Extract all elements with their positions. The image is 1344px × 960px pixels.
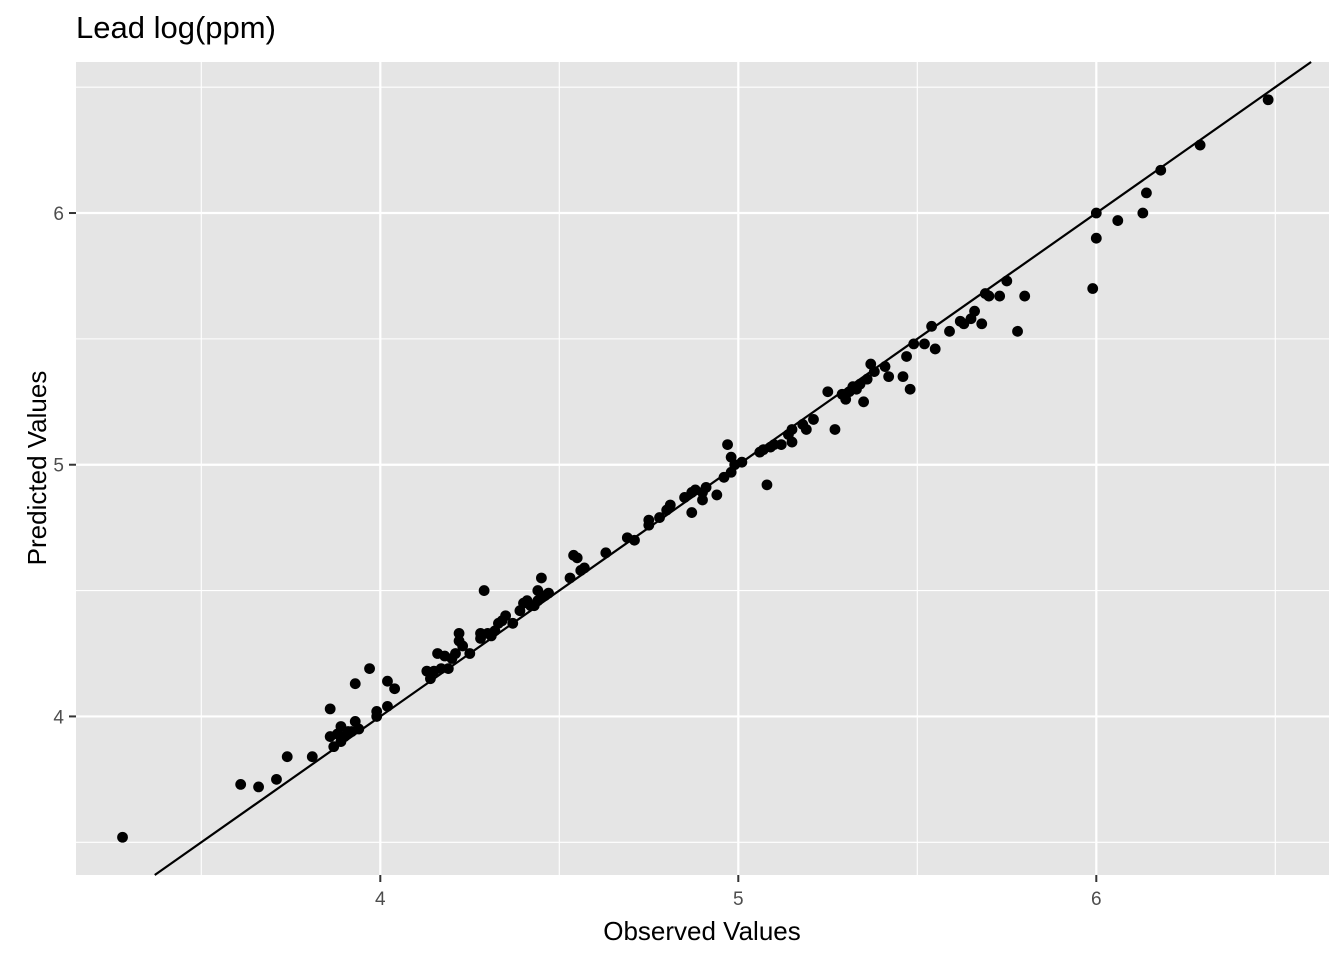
data-point xyxy=(364,663,375,675)
data-point xyxy=(822,386,834,398)
data-point xyxy=(536,572,547,584)
data-point xyxy=(736,456,748,468)
data-point xyxy=(858,396,869,408)
data-point xyxy=(1112,215,1124,226)
data-point xyxy=(349,678,361,690)
x-tick-label: 6 xyxy=(1091,889,1102,910)
chart-title: Lead log(ppm) xyxy=(76,10,276,45)
data-point xyxy=(382,675,393,687)
y-axis: 4 5 6 xyxy=(53,204,76,728)
data-point xyxy=(643,514,655,526)
data-point xyxy=(926,320,938,332)
x-axis: 4 5 6 xyxy=(375,875,1102,910)
data-point xyxy=(1090,207,1102,219)
y-tick-label: 4 xyxy=(53,707,64,728)
data-point xyxy=(654,512,665,523)
data-point xyxy=(500,610,511,622)
data-point xyxy=(1262,94,1274,106)
data-point xyxy=(929,343,941,355)
data-point xyxy=(306,751,318,763)
data-point xyxy=(1137,207,1149,219)
data-point xyxy=(1155,164,1167,176)
data-point xyxy=(901,351,912,362)
data-point xyxy=(969,305,980,317)
data-point xyxy=(450,648,461,659)
data-point xyxy=(944,325,955,337)
plot-panel xyxy=(76,62,1329,875)
data-point xyxy=(629,534,640,546)
data-point xyxy=(861,373,873,385)
data-point xyxy=(697,494,708,506)
data-point xyxy=(686,507,698,518)
data-point xyxy=(700,481,712,493)
data-point xyxy=(808,414,819,425)
data-point xyxy=(543,587,554,599)
data-point xyxy=(994,290,1006,302)
data-point xyxy=(600,547,612,559)
data-point xyxy=(904,383,916,395)
data-point xyxy=(253,781,264,793)
data-point xyxy=(1001,275,1013,287)
data-points xyxy=(117,94,1274,843)
y-axis-title: Predicted Values xyxy=(22,371,52,566)
data-point xyxy=(281,751,293,763)
data-point xyxy=(879,361,891,372)
data-point xyxy=(722,439,733,450)
data-point xyxy=(1087,283,1099,294)
data-point xyxy=(883,371,895,383)
data-point xyxy=(800,424,812,435)
data-point xyxy=(775,439,787,450)
data-point xyxy=(442,663,454,675)
x-tick-label: 4 xyxy=(375,889,386,910)
data-point xyxy=(786,436,798,448)
data-point xyxy=(1194,139,1206,151)
data-point xyxy=(897,371,909,383)
data-point xyxy=(1090,232,1102,244)
data-point xyxy=(324,703,336,715)
y-tick-label: 6 xyxy=(53,204,64,225)
data-point xyxy=(389,683,401,695)
data-point xyxy=(761,479,773,491)
data-point xyxy=(983,290,995,302)
data-point xyxy=(919,338,930,350)
minor-gridlines xyxy=(76,62,1329,875)
data-point xyxy=(271,773,282,785)
data-point xyxy=(1019,290,1031,302)
x-axis-title: Observed Values xyxy=(603,916,801,946)
data-point xyxy=(564,572,576,584)
data-point xyxy=(976,318,988,330)
data-point xyxy=(571,552,583,564)
data-point xyxy=(117,831,128,843)
data-point xyxy=(235,778,247,790)
data-point xyxy=(1141,187,1152,199)
data-point xyxy=(578,562,590,574)
data-point xyxy=(908,338,920,350)
data-point xyxy=(478,585,490,596)
data-point xyxy=(457,640,469,652)
x-tick-label: 5 xyxy=(733,889,744,910)
data-point xyxy=(507,617,519,629)
data-point xyxy=(711,489,723,501)
data-point xyxy=(829,424,841,435)
data-point xyxy=(453,627,465,639)
data-point xyxy=(664,499,676,511)
data-point xyxy=(1012,325,1023,337)
y-tick-label: 5 xyxy=(53,456,64,477)
data-point xyxy=(353,723,365,735)
data-point xyxy=(371,711,383,722)
data-point xyxy=(464,648,476,659)
data-point xyxy=(868,366,880,377)
data-point xyxy=(382,700,393,712)
data-point xyxy=(786,424,798,435)
